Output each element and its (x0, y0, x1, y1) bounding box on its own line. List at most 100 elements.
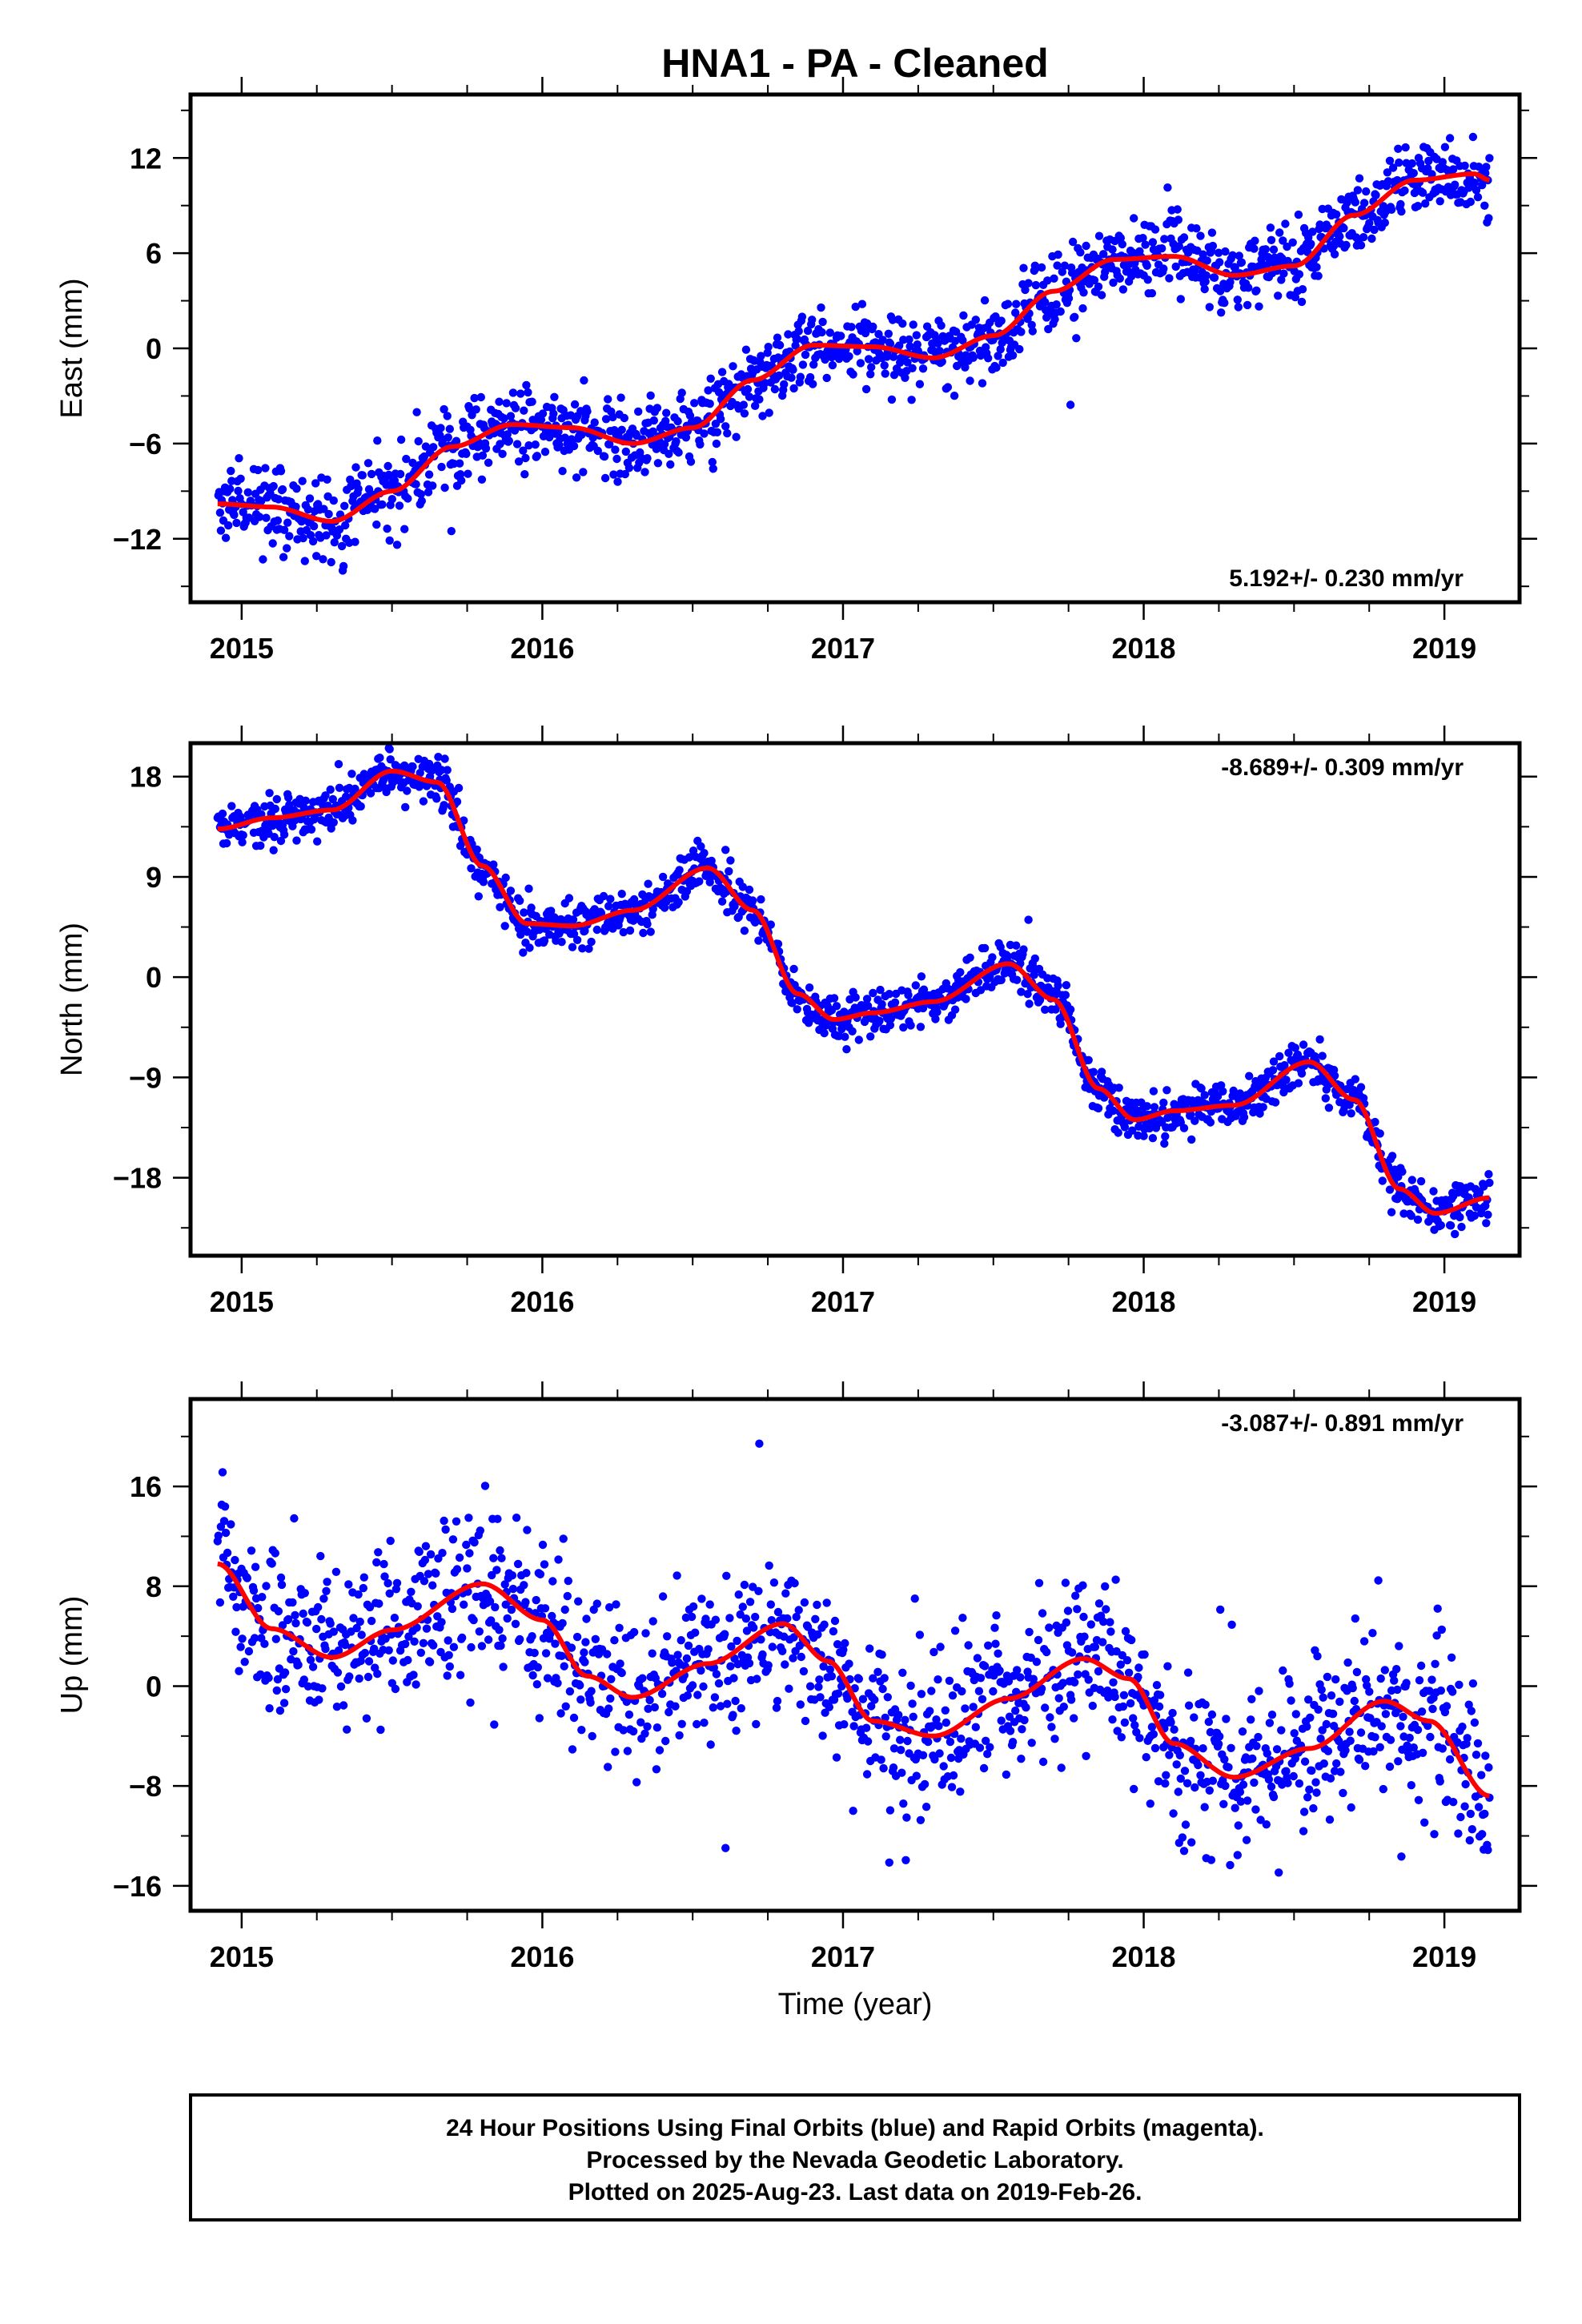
up-point (1470, 1718, 1480, 1727)
east-point (696, 440, 705, 449)
up-point (693, 1719, 701, 1729)
east-point (1115, 274, 1125, 283)
up-point (1484, 1763, 1493, 1772)
east-point (662, 408, 671, 417)
east-point (378, 500, 387, 509)
x-tick-label: 2018 (1111, 1285, 1175, 1318)
east-point (1094, 282, 1103, 292)
east-point (1130, 214, 1138, 223)
east-point (412, 480, 420, 489)
up-point (412, 1623, 421, 1632)
up-point (982, 1736, 990, 1745)
east-point (311, 479, 320, 488)
up-point (1175, 1751, 1185, 1759)
east-point (1203, 256, 1211, 265)
up-point (1427, 1675, 1436, 1684)
east-point (292, 485, 301, 493)
up-point (1478, 1830, 1487, 1839)
up-point (1341, 1746, 1350, 1755)
up-point (1385, 1762, 1395, 1771)
up-point (580, 1648, 588, 1657)
up-point (1063, 1606, 1073, 1615)
up-point (901, 1856, 910, 1864)
up-point (290, 1514, 299, 1523)
east-point (1291, 292, 1300, 302)
up-point (781, 1589, 790, 1598)
east-point (935, 347, 944, 356)
east-point (1101, 267, 1110, 276)
up-point (1126, 1699, 1135, 1708)
east-point (1312, 263, 1321, 271)
east-point (396, 435, 406, 444)
up-point (950, 1626, 960, 1635)
east-point (351, 537, 359, 546)
east-point (385, 536, 394, 545)
east-point (773, 333, 782, 342)
up-point (607, 1675, 616, 1683)
north-point (1245, 1072, 1254, 1080)
east-point (285, 532, 294, 541)
up-point (420, 1555, 430, 1565)
east-point (646, 391, 655, 400)
up-point (1335, 1736, 1343, 1746)
up-point (1094, 1667, 1103, 1676)
east-point (621, 447, 630, 456)
east-point (905, 342, 914, 351)
up-point (918, 1751, 928, 1759)
east-point (269, 481, 278, 491)
up-point (1390, 1676, 1399, 1685)
up-point (388, 1656, 397, 1665)
up-point (645, 1695, 654, 1705)
north-point (1186, 1110, 1195, 1120)
east-point (1288, 238, 1297, 247)
east-point (234, 486, 243, 496)
north-point (674, 898, 683, 907)
north-point (284, 793, 293, 802)
east-point (498, 449, 507, 458)
up-point (1129, 1714, 1138, 1723)
east-point (1199, 250, 1207, 259)
up-point (992, 1611, 1001, 1620)
rate-annotation: 5.192+/- 0.230 mm/yr (1229, 565, 1464, 592)
east-point (817, 303, 825, 312)
up-point (1199, 1744, 1207, 1753)
north-point (1294, 1079, 1303, 1088)
east-point (847, 323, 856, 332)
north-point (1054, 981, 1062, 991)
east-point (555, 440, 564, 449)
up-point (805, 1682, 815, 1691)
east-point (912, 331, 921, 340)
east-point (997, 316, 1006, 325)
up-point (1448, 1687, 1457, 1696)
up-point (1169, 1809, 1178, 1818)
east-point (1015, 344, 1024, 354)
east-point (1142, 261, 1151, 270)
north-point (1470, 1211, 1480, 1220)
east-point (511, 404, 520, 412)
east-point (743, 384, 753, 394)
east-point (685, 411, 695, 420)
north-point (899, 1023, 908, 1032)
east-point (885, 339, 895, 348)
north-point (356, 802, 365, 811)
up-point (1018, 1725, 1026, 1734)
up-point (706, 1740, 715, 1749)
north-fit-line (217, 768, 1490, 1216)
up-point (822, 1598, 831, 1607)
up-point (540, 1560, 549, 1569)
east-point (440, 483, 449, 493)
north-point (689, 846, 698, 855)
up-point (1325, 1815, 1335, 1824)
north-point (1282, 1076, 1291, 1084)
up-point (1374, 1576, 1383, 1585)
up-point (425, 1658, 435, 1667)
up-point (530, 1648, 539, 1658)
up-point (493, 1514, 502, 1523)
east-point (666, 460, 675, 469)
east-point (861, 328, 870, 338)
north-point (639, 928, 648, 938)
up-point (995, 1666, 1004, 1675)
up-point (1221, 1781, 1230, 1791)
east-point (950, 336, 960, 345)
up-point (830, 1616, 840, 1626)
